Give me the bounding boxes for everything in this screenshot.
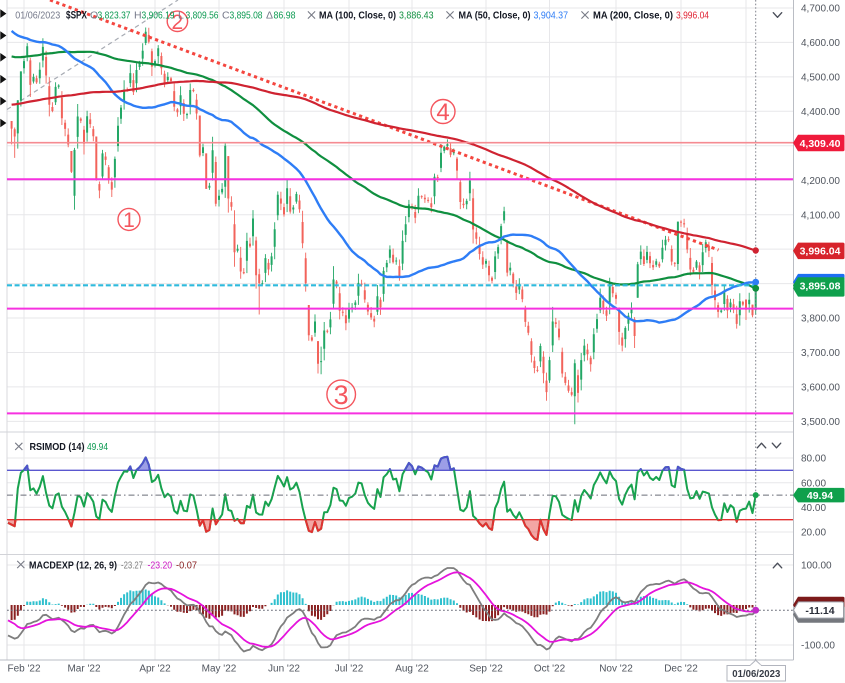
- svg-text:4,400.00: 4,400.00: [801, 107, 840, 118]
- svg-text:01/06/2023: 01/06/2023: [732, 668, 780, 680]
- svg-text:Dec '22: Dec '22: [664, 664, 698, 675]
- svg-text:Jun '22: Jun '22: [268, 664, 300, 675]
- svg-text:2: 2: [172, 11, 184, 34]
- svg-text:Mar '22: Mar '22: [67, 664, 100, 675]
- svg-text:-100.00: -100.00: [801, 641, 835, 652]
- svg-text:4: 4: [436, 99, 449, 126]
- svg-text:3,886.43: 3,886.43: [399, 10, 434, 22]
- svg-text:1: 1: [123, 209, 135, 232]
- svg-text:$SPX: $SPX: [66, 10, 87, 22]
- svg-text:49.94: 49.94: [807, 490, 833, 502]
- svg-text:MACDEXP (12, 26, 9): MACDEXP (12, 26, 9): [29, 560, 117, 572]
- svg-text:3,996.04: 3,996.04: [800, 246, 841, 258]
- svg-text:4,100.00: 4,100.00: [801, 210, 840, 221]
- svg-text:3,800.00: 3,800.00: [801, 314, 840, 325]
- svg-text:Nov '22: Nov '22: [599, 664, 633, 675]
- svg-text:3,700.00: 3,700.00: [801, 348, 840, 359]
- svg-text:3: 3: [334, 380, 349, 410]
- svg-text:L: L: [178, 10, 184, 22]
- svg-text:Aug '22: Aug '22: [395, 664, 429, 675]
- svg-text:100.00: 100.00: [801, 561, 832, 572]
- svg-text:C: C: [222, 10, 230, 22]
- svg-text:Sep '22: Sep '22: [469, 664, 503, 675]
- svg-text:4,600.00: 4,600.00: [801, 38, 840, 49]
- svg-text:60.00: 60.00: [801, 478, 826, 489]
- svg-text:4,700.00: 4,700.00: [801, 4, 840, 15]
- svg-text:01/06/2023: 01/06/2023: [15, 10, 60, 22]
- svg-text:49.94: 49.94: [87, 441, 108, 453]
- svg-text:3,895.08: 3,895.08: [230, 10, 263, 22]
- svg-text:-11.14: -11.14: [805, 605, 834, 617]
- svg-text:O: O: [90, 10, 98, 22]
- svg-text:3,895.08: 3,895.08: [800, 280, 841, 292]
- svg-text:RSIMOD (14): RSIMOD (14): [30, 441, 85, 453]
- svg-text:Oct '22: Oct '22: [534, 664, 566, 675]
- svg-text:86.98: 86.98: [274, 10, 296, 22]
- svg-text:80.00: 80.00: [801, 454, 826, 465]
- svg-text:3,906.19: 3,906.19: [142, 10, 175, 22]
- svg-text:40.00: 40.00: [801, 503, 826, 514]
- svg-text:MA (50, Close, 0): MA (50, Close, 0): [459, 10, 531, 22]
- svg-text:Jul '22: Jul '22: [335, 664, 364, 675]
- svg-text:4,309.40: 4,309.40: [800, 138, 841, 150]
- svg-text:-23.27: -23.27: [121, 560, 143, 572]
- svg-text:3,904.37: 3,904.37: [534, 10, 569, 22]
- svg-text:3,809.56: 3,809.56: [186, 10, 219, 22]
- svg-text:4,500.00: 4,500.00: [801, 73, 840, 84]
- svg-text:MA (200, Close, 0): MA (200, Close, 0): [593, 10, 673, 22]
- svg-text:May '22: May '22: [202, 664, 237, 675]
- svg-text:3,996.04: 3,996.04: [676, 10, 709, 22]
- svg-text:3,500.00: 3,500.00: [801, 417, 840, 428]
- svg-text:3,823.37: 3,823.37: [98, 10, 131, 22]
- svg-text:Apr '22: Apr '22: [139, 664, 171, 675]
- svg-text:-0.07: -0.07: [176, 560, 197, 572]
- svg-text:20.00: 20.00: [801, 528, 826, 539]
- svg-text:4,200.00: 4,200.00: [801, 176, 840, 187]
- svg-text:Δ: Δ: [266, 10, 273, 22]
- svg-text:3,600.00: 3,600.00: [801, 383, 840, 394]
- svg-text:Feb '22: Feb '22: [7, 664, 40, 675]
- svg-text:MA (100, Close, 0): MA (100, Close, 0): [319, 10, 396, 22]
- svg-text:-23.20: -23.20: [148, 560, 173, 572]
- svg-text:H: H: [134, 10, 142, 22]
